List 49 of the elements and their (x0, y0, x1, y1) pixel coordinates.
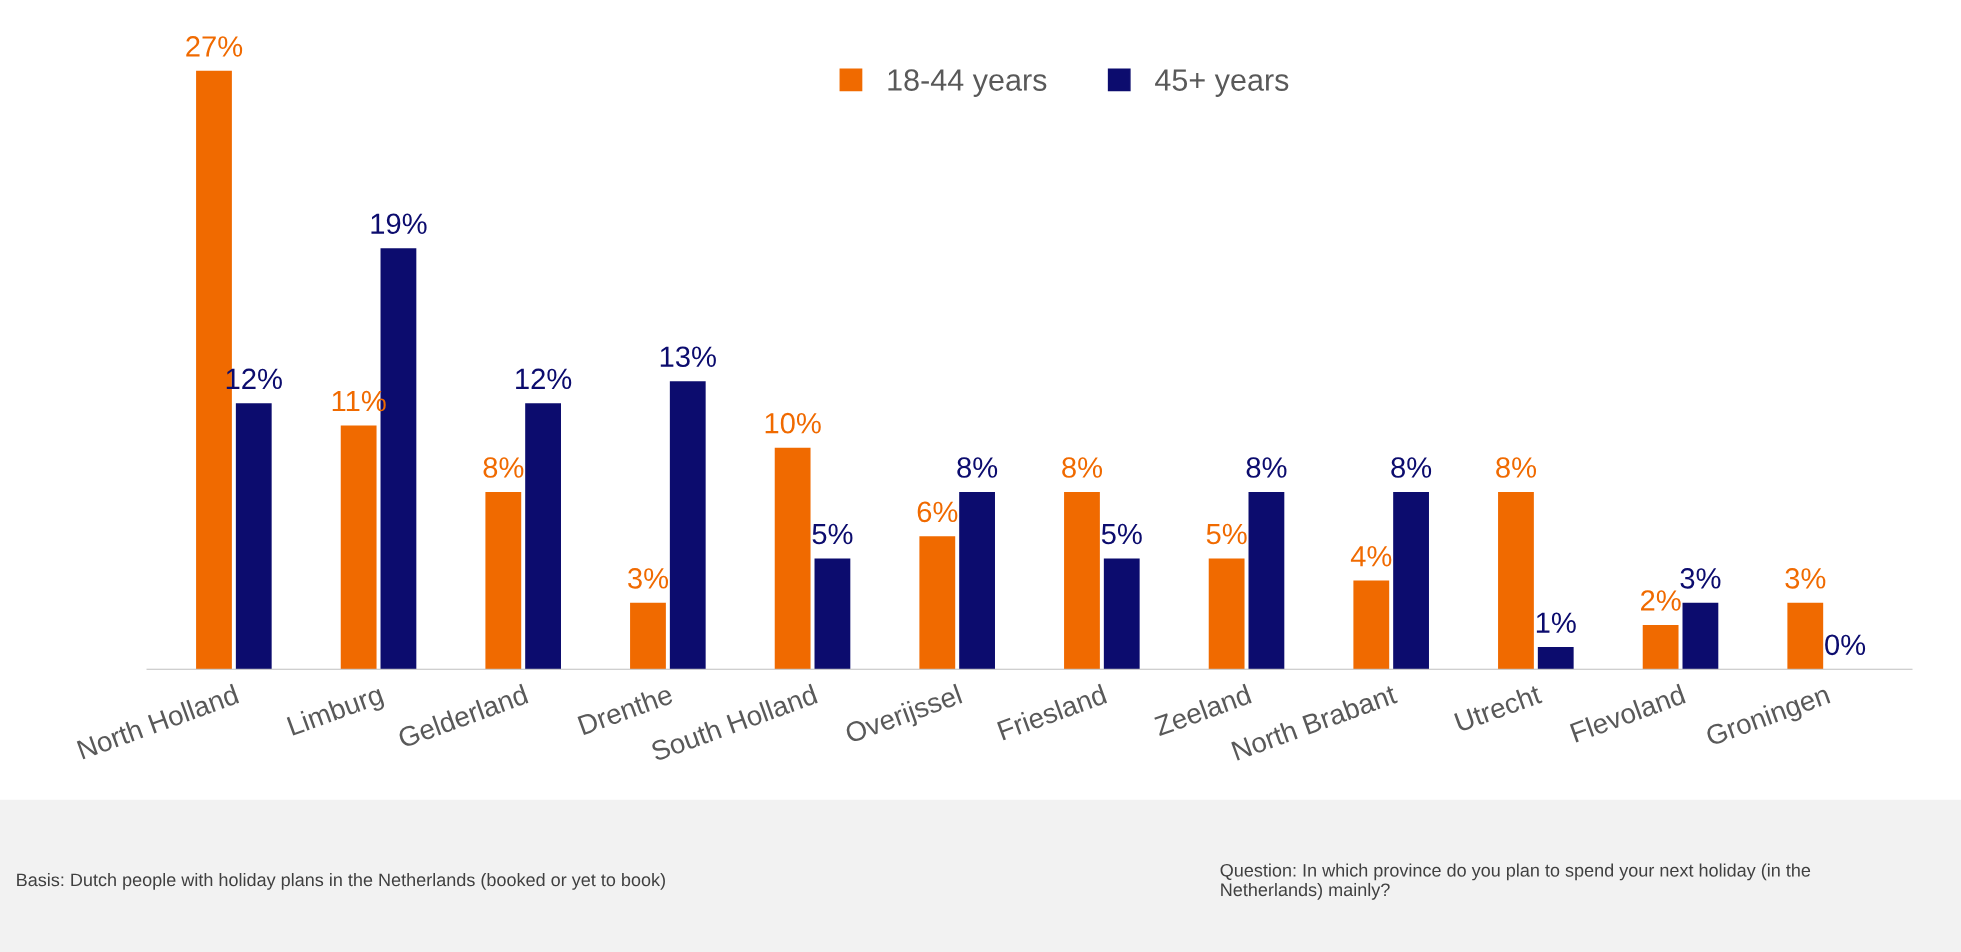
bar (1642, 624, 1679, 670)
bar (340, 425, 377, 670)
data-label: 5% (1101, 523, 1142, 545)
data-label: 2% (1641, 590, 1681, 611)
bar (1393, 491, 1429, 670)
data-label: 8% (483, 457, 524, 478)
bar (1208, 558, 1245, 670)
bar (1353, 580, 1390, 670)
bar (1064, 491, 1100, 670)
data-label: 27% (186, 36, 243, 57)
bar (669, 381, 706, 670)
data-label: 8% (1391, 457, 1432, 478)
data-label: 3% (1680, 568, 1721, 589)
data-label: 0% (1825, 634, 1866, 656)
data-label: 8% (1062, 457, 1103, 478)
bar (1103, 558, 1140, 670)
data-label: 8% (1496, 457, 1536, 478)
data-label: 4% (1350, 545, 1392, 567)
bar (485, 491, 522, 670)
data-label: 19% (371, 213, 427, 235)
data-label: 3% (1785, 568, 1826, 589)
legend-label: 45+ years (1155, 69, 1289, 97)
bar (814, 558, 851, 670)
bar (1682, 602, 1719, 670)
x-tick-label: Limburg (286, 683, 386, 742)
bar (1537, 647, 1574, 670)
x-tick-label: Utrecht (1453, 683, 1543, 733)
data-label: 12% (516, 368, 572, 390)
bar (630, 602, 666, 670)
bar (1787, 602, 1824, 670)
bar (235, 403, 272, 670)
text: Basis: Dutch people with holiday plans in the Netherlands (booked or yet to book) (17, 872, 665, 890)
bar (959, 491, 995, 670)
data-label: 13% (660, 346, 716, 368)
data-label: 6% (917, 501, 958, 523)
bar (919, 536, 956, 670)
legend-label: 18-44 years (888, 69, 1047, 97)
bar (525, 403, 561, 670)
data-label: 1% (1536, 612, 1576, 633)
data-label: 8% (957, 457, 998, 478)
bar (1248, 491, 1285, 670)
data-label: 5% (1206, 523, 1247, 545)
data-label: 5% (812, 523, 853, 545)
data-label: 3% (628, 568, 669, 589)
data-label: 10% (765, 412, 821, 434)
bar (774, 447, 811, 670)
data-label: 8% (1246, 457, 1287, 478)
bar (1498, 491, 1534, 670)
text: Question: In which province do you plan to spend your next holiday (in the Netherlands) mainly? (1220, 863, 1811, 900)
